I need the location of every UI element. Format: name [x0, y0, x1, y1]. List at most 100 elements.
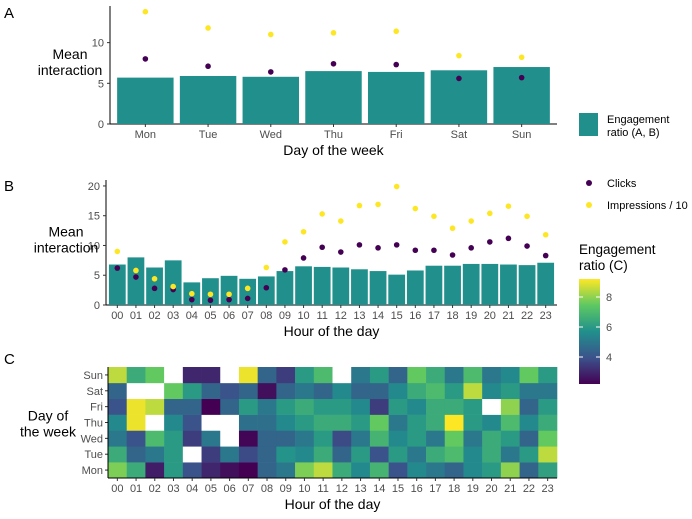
b-impressions-point	[300, 228, 307, 235]
a-bar	[367, 71, 425, 124]
c-heat-cell	[295, 430, 315, 447]
b-bar	[108, 264, 126, 305]
c-heat-cell	[276, 382, 296, 400]
b-bar	[127, 257, 145, 305]
colorbar-title-line: ratio (C)	[579, 258, 628, 273]
c-heat-cell	[276, 446, 296, 463]
a-bar	[242, 76, 300, 124]
c-heat-cell	[538, 382, 558, 400]
c-xtick-label: 18	[448, 483, 460, 495]
c-heat-cell	[220, 430, 240, 447]
c-heat-cell	[426, 382, 446, 400]
c-heat-cell	[482, 446, 502, 463]
a-ytick-label: 5	[98, 78, 104, 90]
a-xtick-label: Thu	[324, 129, 343, 141]
b-xtick-label: 14	[372, 310, 384, 322]
a-impressions-point	[330, 30, 337, 36]
b-bar	[500, 264, 517, 305]
legend-impressions-label: Impressions / 10	[607, 200, 688, 212]
c-heat-cell	[126, 446, 146, 463]
c-heat-cell	[332, 367, 352, 384]
c-heat-cell	[257, 398, 277, 415]
b-impressions-point	[468, 218, 474, 224]
b-clicks-point	[505, 235, 512, 242]
c-xtick-label: 12	[336, 483, 348, 495]
c-xtick-label: 17	[429, 483, 441, 495]
b-impressions-point	[282, 239, 288, 245]
b-bar	[537, 262, 555, 305]
c-y-title-line: Day of	[28, 408, 69, 424]
a-y-title-line: Mean	[52, 46, 87, 62]
b-clicks-point	[356, 242, 363, 248]
a-xtick-label: Wed	[260, 129, 282, 141]
b-impressions-point	[431, 213, 437, 220]
colorbar-title: Engagement ratio (C)	[579, 242, 656, 273]
c-heat-cell	[238, 414, 258, 431]
b-bar	[239, 278, 257, 305]
b-bar	[313, 266, 331, 305]
c-heat-cell	[500, 430, 520, 447]
c-xtick-label: 16	[411, 483, 423, 495]
c-heat-cell	[426, 462, 446, 479]
c-heat-cell	[238, 430, 258, 447]
c-heat-cell	[444, 414, 464, 431]
legend-bar-label-line: Engagement	[607, 114, 669, 126]
c-heat-cell	[108, 430, 128, 447]
c-heat-cell	[126, 382, 146, 400]
b-xtick-label: 22	[521, 310, 533, 322]
c-heat-cell	[276, 398, 296, 415]
c-heat-cell	[369, 398, 389, 415]
c-xtick-label: 06	[223, 483, 235, 495]
c-heat-cell	[388, 398, 408, 415]
colorbar	[579, 279, 600, 384]
c-heat-cell	[332, 398, 352, 415]
c-heat-cell	[164, 414, 184, 431]
c-xtick-label: 07	[242, 483, 254, 495]
c-heat-cell	[463, 446, 483, 463]
b-clicks-point	[319, 244, 325, 251]
c-heat-cell	[351, 414, 371, 431]
panel-label-c: C	[4, 351, 15, 368]
c-heat-cell	[126, 398, 146, 415]
b-clicks-point	[338, 249, 344, 255]
b-clicks-point	[300, 255, 307, 261]
c-heat-cell	[332, 382, 352, 400]
c-heat-cell	[519, 398, 539, 415]
c-heat-cell	[126, 462, 146, 479]
c-heat-cell	[145, 398, 165, 415]
c-heat-cell	[426, 367, 446, 384]
c-heat-cell	[388, 414, 408, 431]
panel-label-a: A	[4, 5, 14, 22]
c-heat-cell	[257, 367, 277, 384]
c-heat-cell	[295, 414, 315, 431]
c-y-title: Day of the week	[20, 408, 77, 440]
c-heat-cell	[182, 382, 202, 400]
b-bar	[369, 271, 387, 305]
c-heat-cell	[332, 462, 352, 479]
b-clicks-point	[282, 267, 288, 273]
a-ytick-label: 0	[98, 119, 104, 131]
c-ytick-label: Thu	[84, 418, 103, 430]
a-xtick-label: Tue	[199, 129, 218, 141]
c-ytick-label: Sat	[86, 386, 103, 398]
c-heat-cell	[538, 462, 558, 479]
c-heat-cell	[444, 446, 464, 463]
b-clicks-point	[542, 252, 549, 259]
c-xtick-label: 03	[167, 483, 179, 495]
c-xtick-label: 11	[317, 483, 328, 495]
c-heat-cell	[426, 446, 446, 463]
b-bar	[164, 260, 182, 305]
a-impressions-point	[518, 54, 525, 61]
c-heat-cell	[201, 446, 221, 463]
c-heat-cell	[444, 367, 464, 384]
c-heat-cell	[182, 462, 202, 479]
b-clicks-point	[449, 252, 456, 258]
c-heat-cell	[145, 430, 165, 447]
c-heat-cell	[313, 414, 333, 431]
c-heat-cell	[108, 398, 128, 415]
b-xtick-label: 16	[409, 310, 421, 322]
b-clicks-point	[412, 247, 419, 254]
colorbar-tick-label: 8	[606, 292, 612, 304]
b-y-title-line: Mean	[48, 224, 83, 240]
